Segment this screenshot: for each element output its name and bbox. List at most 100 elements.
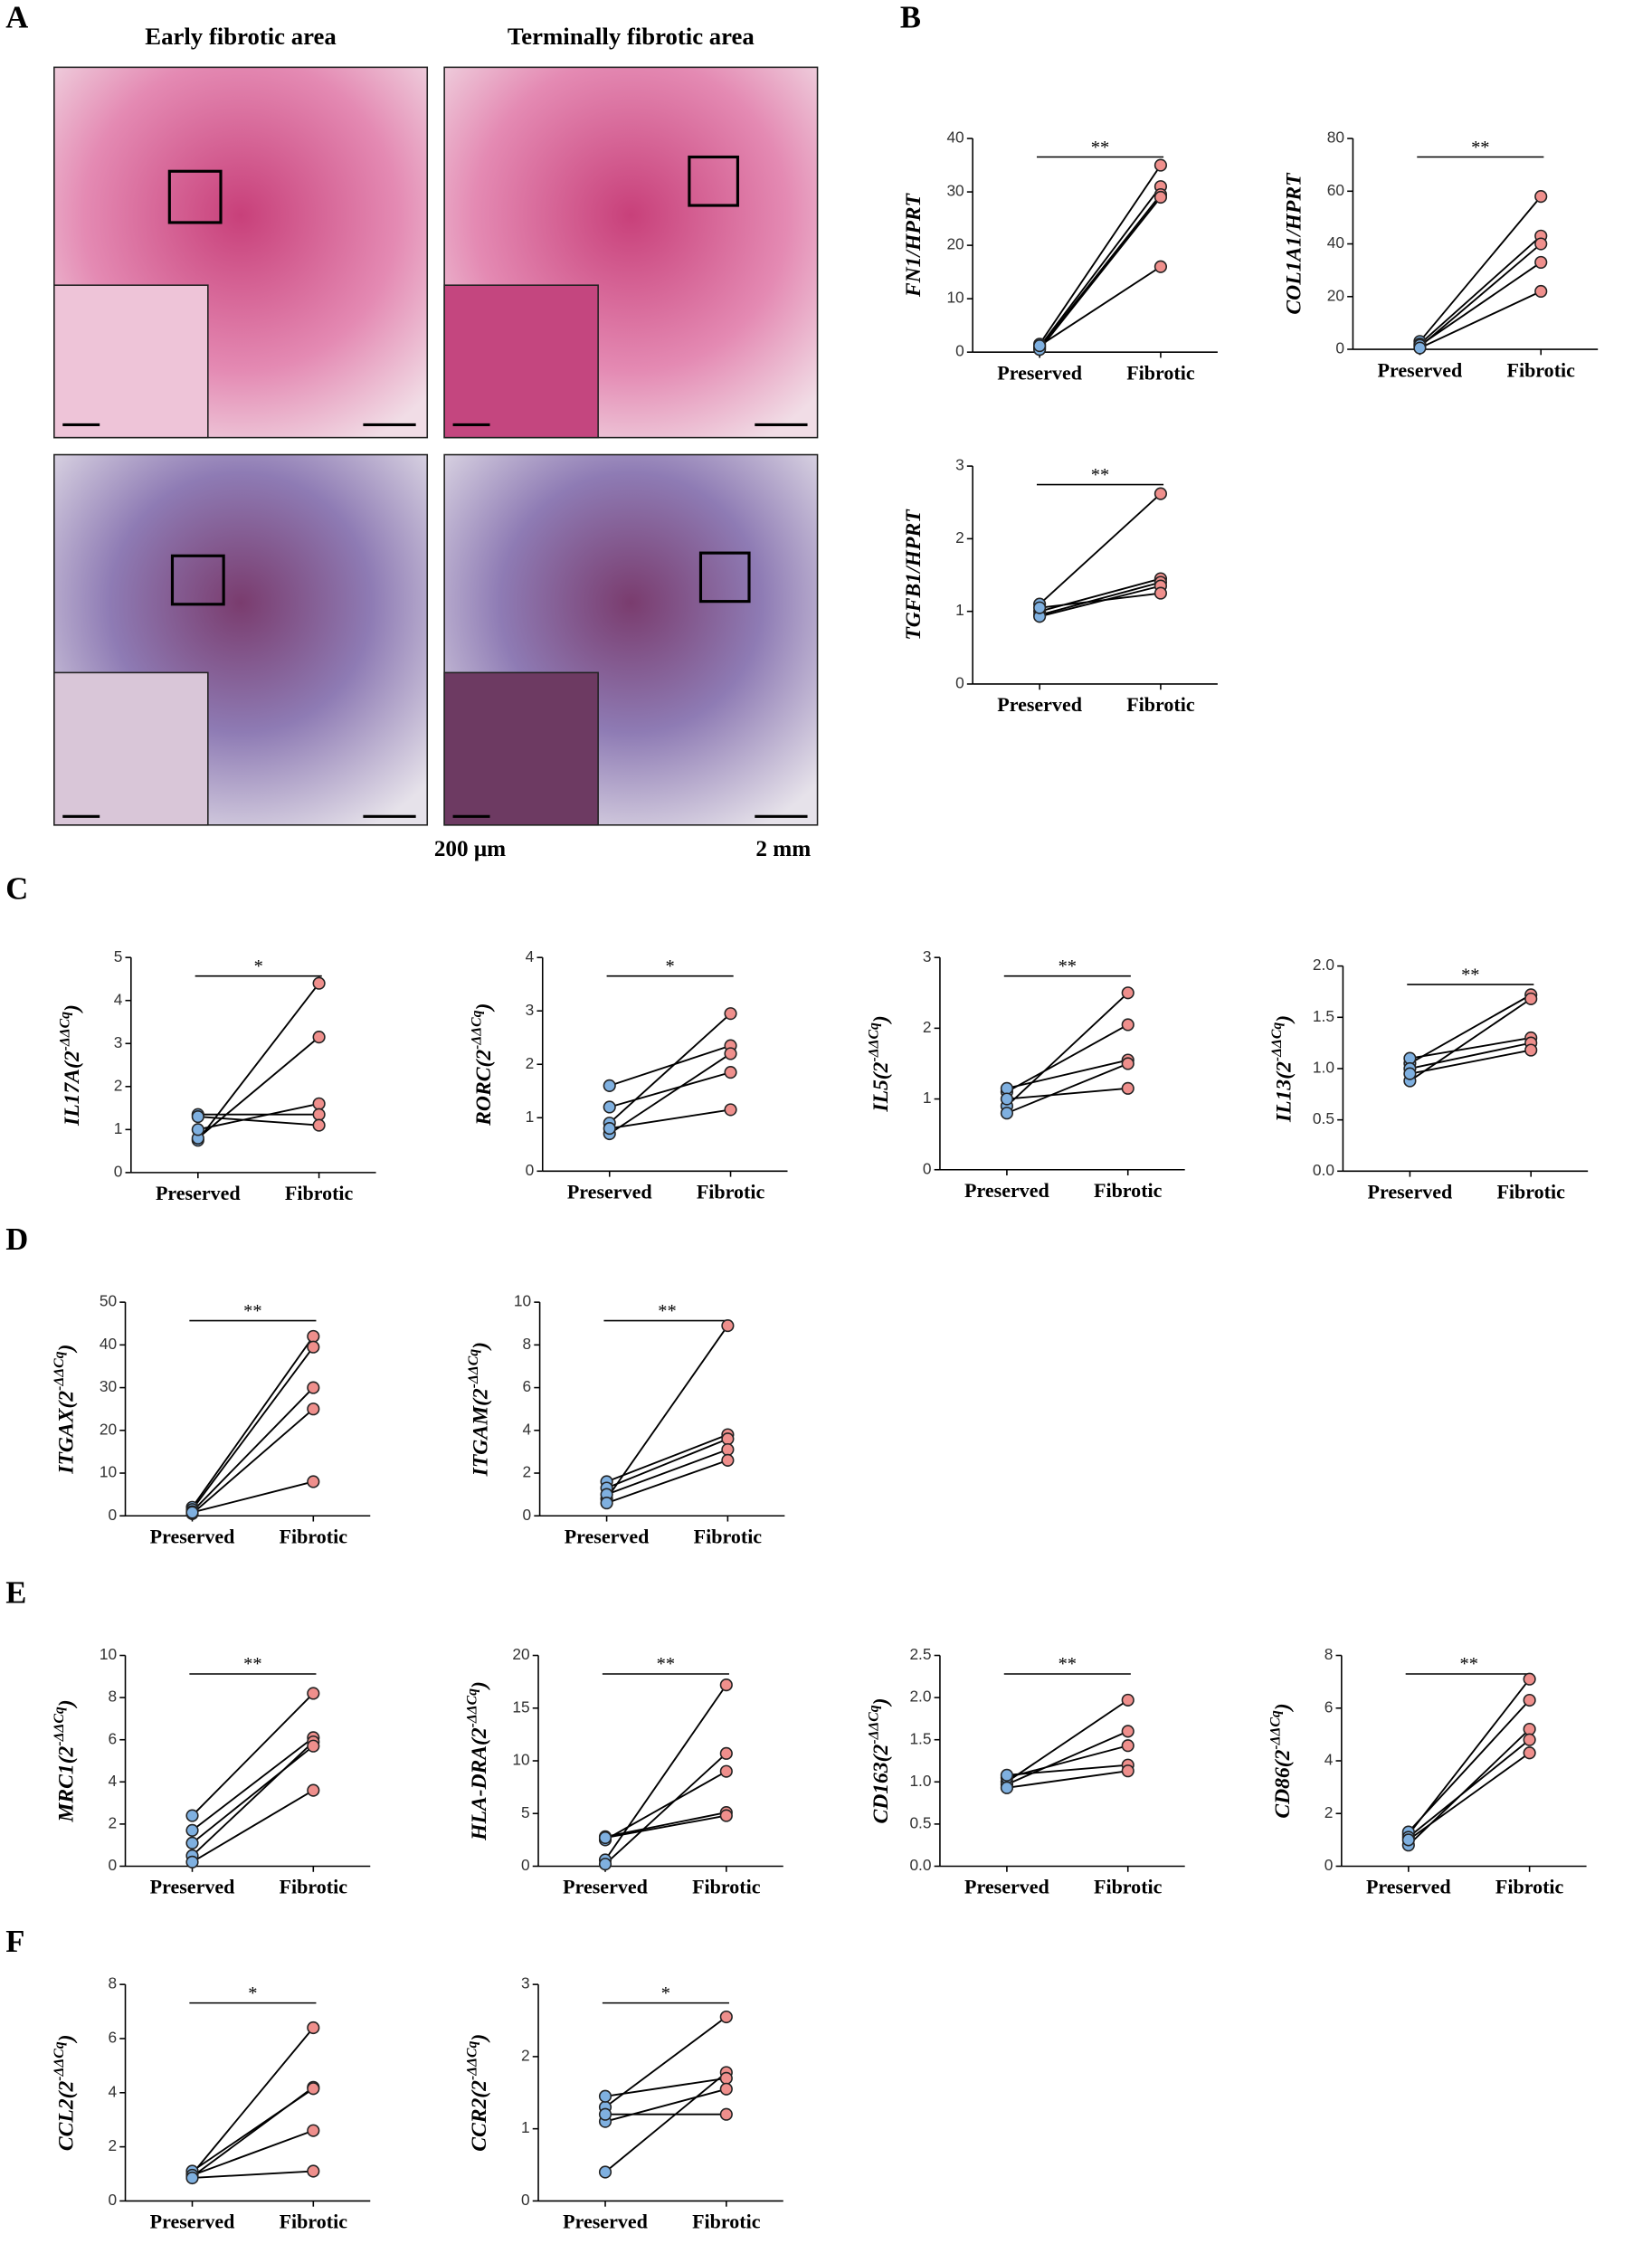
y-tick-label: 8 bbox=[108, 1974, 117, 1992]
y-tick-label: 1 bbox=[955, 601, 964, 619]
pair-line bbox=[1419, 235, 1542, 345]
y-axis-label-part: ) bbox=[470, 1342, 493, 1351]
point bbox=[312, 976, 326, 990]
y-axis-label-part: -ΔΔCq bbox=[466, 1349, 481, 1388]
y-axis-label-part: HLA-DRA(2 bbox=[468, 1727, 491, 1841]
pair-line bbox=[604, 1753, 727, 1865]
panel-label: B bbox=[900, 0, 921, 34]
y-tick-label: 6 bbox=[1324, 1697, 1334, 1716]
y-tick-label: 30 bbox=[946, 182, 964, 200]
y-tick-label: 1 bbox=[114, 1119, 123, 1137]
point bbox=[191, 1109, 204, 1124]
point bbox=[721, 1319, 735, 1333]
point bbox=[312, 1031, 326, 1044]
y-axis-label-part: -ΔΔCq bbox=[866, 1705, 881, 1744]
x-tick-label: Preserved bbox=[964, 1876, 1049, 1898]
x-tick-label: Fibrotic bbox=[692, 2211, 761, 2233]
y-tick-label: 0.0 bbox=[1313, 1161, 1334, 1179]
x-tick-label: Preserved bbox=[1366, 1876, 1451, 1898]
point bbox=[1000, 1107, 1013, 1120]
pair-line bbox=[1419, 261, 1542, 347]
point bbox=[598, 2165, 612, 2179]
y-tick-label: 0 bbox=[108, 1856, 117, 1874]
y-tick-label: 4 bbox=[114, 990, 123, 1008]
pair-line bbox=[1419, 290, 1542, 349]
roi-box bbox=[170, 554, 225, 606]
y-axis-label-part: CD86(2 bbox=[1271, 1749, 1295, 1818]
point bbox=[307, 2164, 320, 2178]
y-axis-label-part: FN1/HPRT bbox=[903, 192, 926, 298]
x-tick-label: Fibrotic bbox=[1507, 358, 1576, 381]
y-tick-label: 1.5 bbox=[1313, 1007, 1334, 1025]
pair-line bbox=[1039, 185, 1162, 347]
chart: 0 1 2 3 Preserved Fibrotic ** IL5(2-ΔΔCq) bbox=[866, 947, 1185, 1202]
pair-line bbox=[609, 1052, 732, 1135]
point bbox=[719, 2010, 733, 2024]
pair-line bbox=[1006, 1087, 1128, 1100]
pair-line bbox=[1006, 1770, 1128, 1789]
point bbox=[185, 1809, 199, 1822]
y-tick-label: 5 bbox=[521, 1803, 530, 1821]
point bbox=[603, 1122, 616, 1136]
pair-line bbox=[604, 2087, 727, 2123]
y-axis-label-part: ) bbox=[468, 1681, 491, 1690]
y-tick-label: 4 bbox=[108, 2082, 117, 2100]
y-tick-label: 10 bbox=[512, 1751, 529, 1769]
y-tick-label: 2.0 bbox=[1313, 956, 1334, 974]
y-axis-label: MRC1(2-ΔΔCq) bbox=[52, 1699, 79, 1822]
inset bbox=[53, 671, 209, 826]
x-tick-label: Preserved bbox=[567, 1181, 652, 1203]
pair-line bbox=[1410, 1037, 1532, 1060]
y-tick-label: 0 bbox=[108, 2191, 117, 2209]
significance: ** bbox=[243, 1301, 261, 1321]
y-tick-label: 3 bbox=[114, 1033, 123, 1051]
y-tick-label: 2 bbox=[526, 1054, 535, 1072]
point bbox=[307, 2082, 320, 2096]
y-tick-label: 8 bbox=[523, 1335, 532, 1353]
y-axis-label-part: -ΔΔCq bbox=[52, 1707, 67, 1745]
point bbox=[185, 1855, 199, 1868]
pair-line bbox=[1039, 581, 1162, 616]
x-tick-label: Preserved bbox=[997, 693, 1082, 716]
pair-line bbox=[1039, 194, 1162, 349]
point bbox=[1523, 1746, 1536, 1760]
y-axis-label-part: IL13(2 bbox=[1273, 1061, 1296, 1123]
y-axis-label: ITGAM(2-ΔΔCq) bbox=[466, 1342, 493, 1477]
point bbox=[724, 1047, 737, 1060]
point bbox=[1154, 158, 1168, 172]
pair-line bbox=[1409, 994, 1532, 1065]
pair-line bbox=[606, 1433, 728, 1483]
y-axis-label-part: ) bbox=[468, 2034, 491, 2043]
point bbox=[307, 1329, 320, 1343]
pair-line bbox=[1006, 1023, 1129, 1093]
point bbox=[307, 1402, 320, 1416]
pair-line bbox=[1006, 1699, 1129, 1783]
chart: 0 2 4 6 8 Preserved Fibrotic ** CD86(2-ΔΔCq) bbox=[1267, 1645, 1587, 1898]
panel-label: E bbox=[5, 1575, 26, 1610]
y-tick-label: 40 bbox=[1327, 233, 1344, 252]
y-axis-label-part: ) bbox=[472, 1003, 496, 1013]
y-axis-label-part: -ΔΔCq bbox=[469, 1010, 484, 1049]
y-tick-label: 80 bbox=[1327, 128, 1344, 147]
point bbox=[598, 2107, 612, 2121]
pair-line bbox=[1039, 196, 1162, 350]
y-tick-label: 1 bbox=[923, 1089, 932, 1107]
y-tick-label: 2 bbox=[1324, 1803, 1334, 1821]
pair-line bbox=[192, 2129, 314, 2176]
y-tick-label: 4 bbox=[523, 1420, 532, 1438]
point bbox=[721, 1432, 735, 1446]
chart: 0 20 40 60 80 Preserved Fibrotic ** COL1A1/HPRT bbox=[1283, 128, 1599, 381]
point bbox=[307, 1475, 320, 1488]
y-tick-label: 3 bbox=[521, 1974, 530, 1992]
point bbox=[1523, 1672, 1536, 1686]
pair-line bbox=[604, 1814, 726, 1839]
pair-line bbox=[604, 1811, 726, 1838]
y-axis-label: TGFB1/HPRT bbox=[903, 509, 926, 641]
y-tick-label: 10 bbox=[100, 1645, 117, 1663]
y-tick-label: 3 bbox=[923, 947, 932, 965]
pair-line bbox=[1409, 998, 1532, 1082]
x-tick-label: Fibrotic bbox=[1126, 361, 1195, 384]
point bbox=[1033, 339, 1047, 353]
point bbox=[307, 1687, 320, 1700]
significance: ** bbox=[658, 1301, 676, 1321]
